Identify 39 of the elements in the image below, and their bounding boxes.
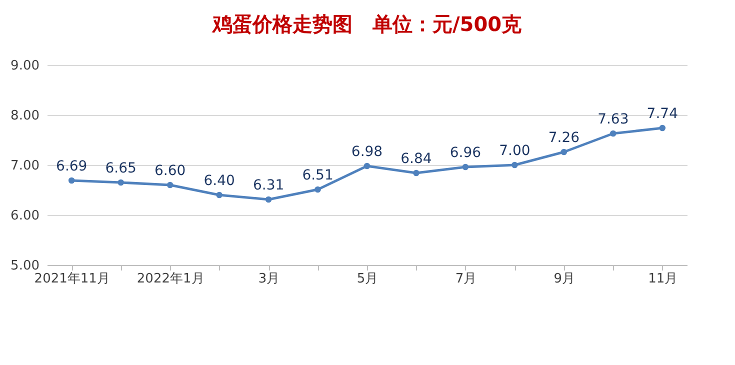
point [364, 162, 370, 170]
data-label: 6.98 [351, 144, 383, 160]
x-tick-label: 9月 [554, 272, 576, 286]
data-label: 7.63 [598, 112, 629, 128]
y-tick-label: 9.00 [10, 58, 40, 74]
point [265, 196, 272, 203]
x-tick-label: 3月 [258, 272, 280, 286]
data-label: 7.74 [646, 106, 678, 122]
x-tick-label: 11月 [648, 272, 678, 286]
point [216, 192, 222, 198]
point [659, 124, 666, 132]
point [512, 162, 518, 168]
point [413, 170, 420, 176]
data-label: 6.51 [302, 168, 334, 184]
data-label: 6.60 [154, 163, 186, 179]
point [166, 182, 174, 188]
data-label: 7.26 [548, 130, 580, 146]
point [462, 164, 469, 170]
data-label: 6.31 [252, 178, 284, 194]
y-tick-label: 6.00 [10, 208, 40, 224]
y-tick-label: 5.00 [10, 258, 40, 274]
y-tick-label: 7.00 [10, 158, 40, 174]
point [68, 177, 75, 184]
data-label: 7.00 [499, 143, 530, 159]
x-tick-label: 2021年11月 [34, 272, 110, 286]
data-label: 6.40 [204, 173, 235, 189]
point [560, 148, 568, 156]
x-tick-label: 2022年1月 [136, 272, 204, 286]
data-label: 6.84 [400, 151, 432, 167]
data-label: 6.65 [105, 160, 136, 176]
y-tick-label: 8.00 [10, 108, 40, 124]
data-label: 6.69 [56, 158, 88, 174]
point [610, 130, 616, 137]
x-tick-label: 5月 [356, 272, 378, 286]
data-label: 6.96 [450, 145, 482, 161]
x-tick-label: 7月 [455, 272, 477, 286]
chart-title: 鸡蛋价格走势图 单位：元/500克 [211, 12, 522, 36]
point [314, 186, 321, 193]
point [118, 179, 124, 186]
